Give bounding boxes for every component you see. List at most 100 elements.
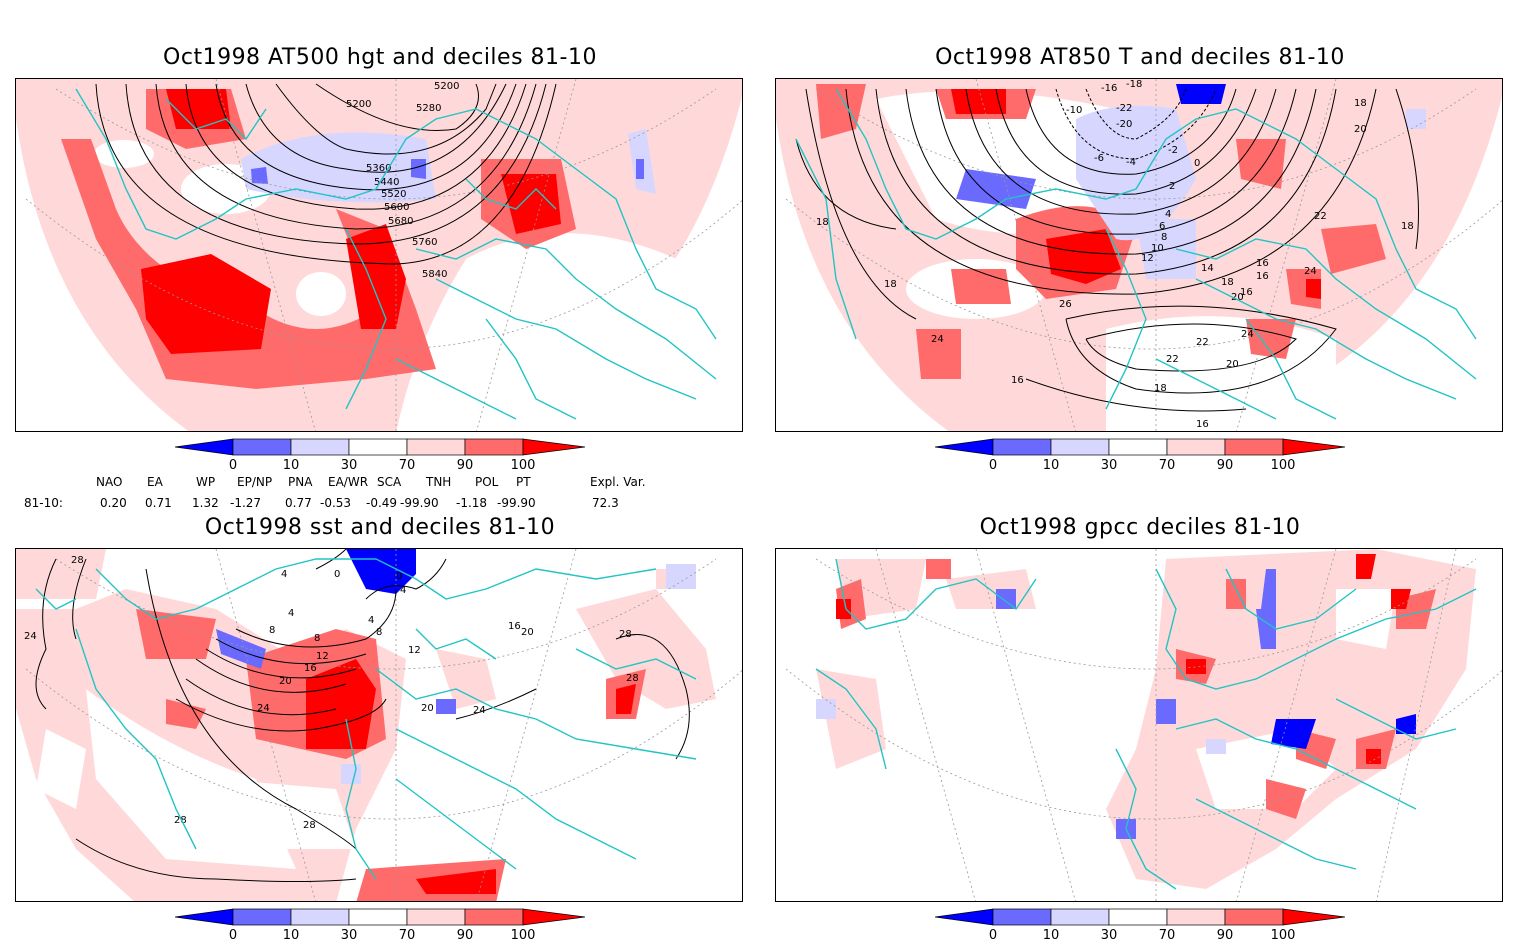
contour-label: 8 [269,625,275,636]
panel-2-title: Oct1998 AT850 T and deciles 81-10 [935,45,1345,70]
colorbar-label: 30 [340,458,358,473]
colorbar-label: 0 [988,928,998,943]
colorbar-label: 70 [1158,458,1176,473]
contour-label: 28 [626,673,639,684]
colorbar-label: 70 [1158,928,1176,943]
contour-label: 24 [24,631,37,642]
panel-3-map: 28 24 4 0 4 0 8 8 12 16 20 24 28 28 20 2… [15,548,743,902]
panel-1-map: 5200 5280 5200 5360 5440 5520 5600 5680 … [15,78,743,432]
contour-label: 5280 [416,103,441,114]
contour-label: 5200 [434,81,459,92]
header-cell: SCA [377,475,402,489]
colorbar-label: 10 [1042,928,1060,943]
contour-label: 24 [473,705,486,716]
colorbar-label: 10 [282,458,300,473]
colorbar-label: 70 [398,458,416,473]
value-cell: 0.71 [145,496,172,510]
panel-1-title: Oct1998 AT500 hgt and deciles 81-10 [163,45,597,70]
value-cell: 72.3 [592,496,619,510]
contour-label: 20 [421,703,434,714]
contour-label: 22 [1314,211,1327,222]
contour-label: 18 [884,279,897,290]
contour-label: 5360 [366,163,391,174]
colorbar-label: 30 [1100,458,1118,473]
header-cell: POL [475,475,499,489]
contour-label: -20 [1116,119,1132,130]
colorbar-label: 100 [510,458,536,473]
contour-label: 18 [816,217,829,228]
header-cell: Expl. Var. [590,475,646,489]
contour-label: 4 [281,569,287,580]
contour-label: 2 [1169,181,1175,192]
contour-label: 5680 [388,216,413,227]
contour-label: 16 [304,663,317,674]
colorbar-label: 100 [510,928,536,943]
contour-label: 20 [1354,124,1367,135]
contour-label: 12 [408,645,421,656]
contour-label: 0 [396,571,402,582]
colorbar-label: 0 [228,928,238,943]
contour-label: 14 [1201,263,1214,274]
header-cell: PNA [288,475,313,489]
value-cell: -1.18 [456,496,488,510]
colorbar-label: 90 [456,458,474,473]
contour-label: 4 [1165,209,1171,220]
header-cell: EP/NP [237,475,273,489]
contour-label: 28 [619,629,632,640]
contour-label: 4 [400,585,406,596]
colorbar-label: 90 [1216,458,1234,473]
contour-label: -2 [1168,145,1178,156]
colorbar-4: 0 10 30 70 90 100 [935,908,1345,948]
contour-label: 0 [334,569,340,580]
contour-label: 18 [1401,221,1414,232]
contour-label: 26 [1059,299,1072,310]
contour-label: 5200 [346,99,371,110]
value-cell: -99.90 [497,496,536,510]
contour-label: 16 [1256,271,1269,282]
colorbar-3: 0 10 30 70 90 100 [175,908,585,948]
panel-2-map: -16 -18 -20 -22 -10 -6 -4 -2 0 2 4 6 8 1… [775,78,1503,432]
contour-label: 5760 [412,237,437,248]
contour-label: 24 [931,334,944,345]
contour-label: -6 [1094,153,1104,164]
contour-label: 20 [521,627,534,638]
colorbar-label: 0 [228,458,238,473]
contour-label: 5600 [384,202,409,213]
header-cell: PT [516,475,531,489]
header-cell: EA [147,475,163,489]
contour-label: -22 [1116,103,1132,114]
colorbar-label: 90 [1216,928,1234,943]
colorbar-label: 10 [1042,458,1060,473]
header-cell: TNH [426,475,452,489]
contour-label: 20 [1226,359,1239,370]
contour-label: 24 [1304,266,1317,277]
contour-label: 12 [316,651,329,662]
colorbar-label: 70 [398,928,416,943]
colorbar-label: 90 [456,928,474,943]
contour-label: 10 [1151,243,1164,254]
colorbar-label: 10 [282,928,300,943]
colorbar-label: 0 [988,458,998,473]
contour-label: 18 [1154,383,1167,394]
colorbar-2: 0 10 30 70 90 100 [935,438,1345,478]
contour-label: 12 [1141,253,1154,264]
contour-label: 16 [1256,258,1269,269]
contour-label: 4 [368,615,374,626]
contour-label: 8 [376,627,382,638]
contour-label: 5520 [381,189,406,200]
panel-3-title: Oct1998 sst and deciles 81-10 [204,515,556,540]
contour-label: 28 [71,555,84,566]
contour-label: 24 [257,703,270,714]
value-cell: -1.27 [230,496,262,510]
contour-label: 16 [508,621,521,632]
value-cell: -0.49 [366,496,398,510]
contour-label: 16 [1011,375,1024,386]
colorbar-label: 100 [1270,458,1296,473]
contour-label: -4 [1126,157,1136,168]
row-label: 81-10: [24,496,63,510]
value-cell: 0.20 [100,496,127,510]
contour-label: 8 [314,633,320,644]
contour-label: 6 [1159,221,1165,232]
colorbar-1: 0 10 30 70 90 100 [175,438,585,478]
value-cell: 1.32 [192,496,219,510]
